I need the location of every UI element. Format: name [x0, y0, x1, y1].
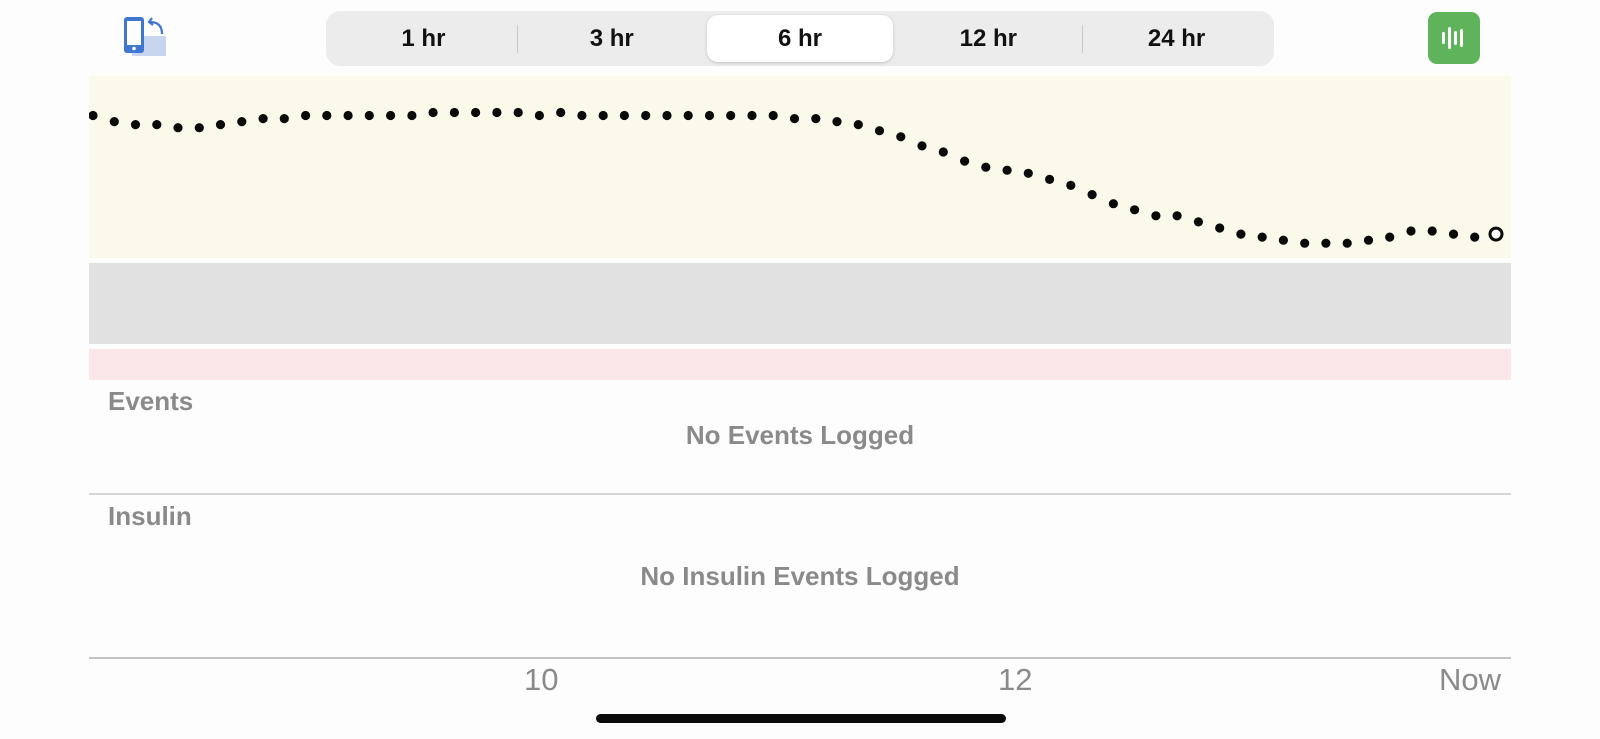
glucose-point: [258, 114, 268, 124]
glucose-point: [1406, 226, 1416, 236]
glucose-point: [641, 110, 651, 121]
glucose-point: [768, 110, 778, 121]
high-range-band: [89, 76, 1511, 258]
glucose-chart[interactable]: [88, 76, 1511, 380]
glucose-point: [301, 110, 311, 121]
low-range-band: [89, 349, 1511, 380]
glucose-point: [747, 110, 757, 121]
glucose-point: [492, 107, 502, 118]
glucose-point: [1427, 226, 1437, 236]
glucose-point: [173, 123, 183, 133]
glucose-point: [449, 107, 459, 118]
glucose-point: [853, 120, 863, 130]
glucose-point: [364, 110, 374, 121]
glucose-point: [1066, 180, 1076, 190]
segment-divider: [1081, 24, 1084, 53]
glucose-point: [1002, 165, 1012, 175]
section-divider: [89, 493, 1511, 495]
glucose-point: [938, 147, 948, 157]
time-axis-tick: 12: [998, 662, 1033, 697]
glucose-point: [1130, 205, 1140, 215]
glucose-point: [1257, 232, 1267, 242]
glucose-point: [1470, 232, 1480, 242]
glucose-point: [109, 117, 119, 127]
glucose-point: [704, 110, 715, 121]
glucose-point: [215, 120, 226, 130]
insulin-empty-message: No Insulin Events Logged: [640, 561, 960, 591]
events-label: Events: [108, 386, 194, 416]
glucose-point: [1342, 238, 1352, 248]
glucose-point: [407, 110, 417, 121]
glucose-point: [1215, 223, 1225, 233]
glucose-point: [556, 107, 566, 118]
statistics-button[interactable]: [1428, 12, 1480, 64]
glucose-point: [1448, 229, 1459, 239]
glucose-point: [1300, 238, 1310, 248]
glucose-point: [343, 110, 353, 121]
glucose-point: [513, 107, 523, 118]
glucose-point: [1193, 217, 1203, 227]
glucose-point: [1151, 211, 1161, 221]
glucose-point: [471, 107, 481, 118]
glucose-point: [1172, 211, 1182, 221]
glucose-point: [683, 110, 693, 121]
glucose-point: [428, 107, 438, 118]
insulin-label: Insulin: [108, 501, 192, 531]
time-axis-tick: 10: [524, 662, 559, 697]
glucose-point: [386, 110, 396, 121]
glucose-point: [1278, 235, 1288, 245]
glucose-point: [726, 110, 736, 121]
glucose-point: [152, 120, 162, 130]
glucose-point: [1236, 229, 1246, 239]
glucose-point: [981, 162, 991, 172]
glucose-point: [237, 117, 247, 127]
range-option-24hr[interactable]: 24 hr: [1147, 24, 1206, 52]
segment-divider: [516, 24, 519, 53]
time-axis-line: [89, 657, 1511, 659]
glucose-point: [577, 110, 587, 121]
target-range-band: [89, 263, 1511, 344]
glucose-chart-svg: [88, 76, 1511, 380]
glucose-point: [832, 117, 842, 127]
glucose-point: [896, 132, 906, 142]
glucose-point: [1023, 168, 1033, 178]
glucose-point: [789, 114, 800, 124]
waveform-icon: [1442, 27, 1463, 49]
time-axis-tick-now: Now: [1439, 662, 1502, 697]
glucose-point: [619, 110, 630, 121]
range-option-1hr[interactable]: 1 hr: [401, 24, 446, 52]
glucose-point: [1045, 174, 1055, 184]
glucose-point: [811, 114, 821, 124]
glucose-point: [322, 110, 332, 121]
glucose-point: [960, 156, 970, 166]
glucose-point: [194, 123, 204, 133]
glucose-point: [130, 120, 141, 130]
glucose-point: [88, 110, 98, 121]
home-indicator[interactable]: [596, 714, 1006, 723]
glucose-point: [917, 141, 927, 151]
glucose-point: [1087, 190, 1097, 200]
glucose-point: [1363, 235, 1374, 245]
range-option-6hr[interactable]: 6 hr: [706, 15, 894, 62]
glucose-point: [279, 114, 289, 124]
time-range-segmented-control: 1 hr 3 hr 6 hr 12 hr 24 hr: [326, 11, 1274, 66]
latest-glucose-point: [1488, 226, 1504, 242]
glucose-point: [534, 110, 544, 121]
glucose-point: [598, 110, 608, 121]
events-empty-message: No Events Logged: [685, 420, 915, 450]
range-option-12hr[interactable]: 12 hr: [959, 24, 1017, 52]
glucose-point: [662, 110, 672, 121]
glucose-point: [1321, 238, 1331, 248]
glucose-point: [874, 126, 885, 136]
range-option-3hr[interactable]: 3 hr: [589, 24, 634, 52]
glucose-point: [1108, 199, 1118, 209]
rotate-device-icon[interactable]: [122, 14, 170, 60]
glucose-point: [1385, 232, 1395, 242]
